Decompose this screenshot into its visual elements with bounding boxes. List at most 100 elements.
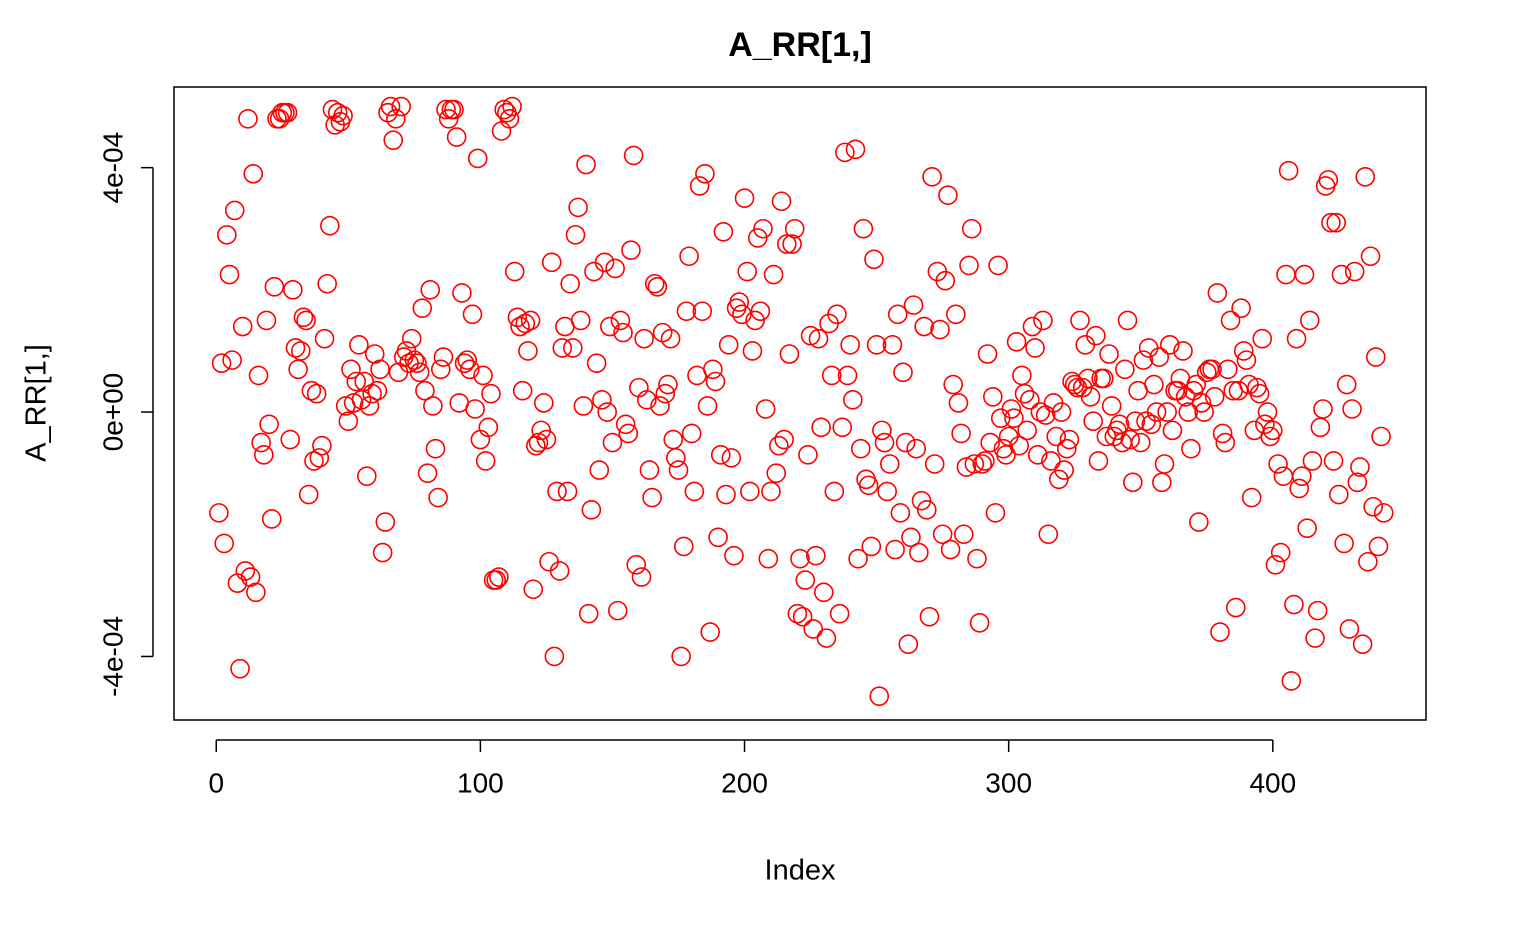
x-axis-title: Index [765,855,836,887]
data-point [734,188,755,209]
data-point [953,524,974,545]
data-point [259,414,279,435]
data-point [975,451,995,471]
data-point [391,96,411,117]
data-point [333,105,353,126]
chart-title: A_RR[1,] [728,26,872,64]
data-point [489,567,509,587]
data-point [1181,438,1201,459]
data-point [1257,402,1278,422]
data-point [1270,542,1291,563]
data-point [1355,167,1376,187]
data-point [444,99,464,120]
data-point [1056,438,1077,459]
data-point [697,396,718,416]
data-point [716,484,736,505]
data-point [1141,414,1162,435]
data-point [1059,429,1080,450]
data-point [1152,472,1172,493]
y-tick-label: 0e+00 [97,373,128,452]
data-point [576,154,596,175]
data-point [740,481,760,502]
data-point [1255,414,1275,435]
data-point [901,527,921,548]
data-point [240,567,261,587]
data-point [1025,338,1045,358]
data-point [837,365,858,386]
data-point [568,197,588,218]
data-point [790,548,810,569]
data-point [626,555,647,575]
data-point [341,359,361,380]
data-point [1350,457,1370,477]
data-point [515,313,536,334]
data-point [1331,264,1352,285]
data-point [1154,454,1175,474]
data-point [1117,310,1138,331]
data-point [283,280,303,300]
data-point [668,460,689,480]
data-point [969,613,990,633]
data-point [903,295,924,315]
data-point [1326,212,1346,233]
data-point [1202,359,1222,380]
data-point [401,328,422,349]
data-point [980,432,1000,453]
data-point [615,414,636,435]
data-point [750,301,771,322]
data-point [1212,423,1233,444]
data-point [536,429,557,450]
data-point [1302,451,1323,471]
data-point [872,420,892,441]
y-tick-label: 4e-04 [97,132,128,204]
data-point [761,481,781,502]
data-point [264,276,285,297]
data-point [586,353,607,373]
data-point [359,396,380,416]
data-point [420,280,441,300]
data-point [552,338,573,358]
data-point [238,108,258,129]
data-point [673,536,694,557]
data-point [375,512,396,532]
data-point [312,435,332,456]
data-point [650,396,670,416]
data-point [412,298,433,318]
data-point [211,353,232,373]
data-point [560,273,581,294]
data-point [261,509,282,529]
data-point [679,246,699,267]
data-point [478,417,499,438]
data-point [1366,347,1386,367]
data-point [1226,597,1246,618]
data-point [755,399,776,419]
data-point [1342,399,1362,419]
data-point [1310,417,1331,438]
data-point [800,325,821,346]
data-point [977,344,998,364]
data-point [563,338,583,358]
data-point [779,344,800,364]
data-point [835,142,855,163]
data-point [327,102,348,123]
data-point [639,460,660,480]
data-point [951,423,971,444]
data-point [602,432,623,453]
data-point [320,215,340,236]
data-point [251,432,271,453]
data-point [357,466,377,487]
data-point [787,603,808,624]
data-point [721,448,742,468]
data-point [713,222,734,242]
data-point [1022,316,1043,337]
data-point [510,316,530,337]
data-point [885,539,905,560]
data-point [1012,365,1032,386]
data-point [1278,160,1299,181]
data-point [1373,503,1394,523]
data-point [647,276,668,297]
data-point [1218,359,1238,380]
data-point [475,451,496,471]
data-point [922,167,942,187]
data-point [364,344,385,364]
